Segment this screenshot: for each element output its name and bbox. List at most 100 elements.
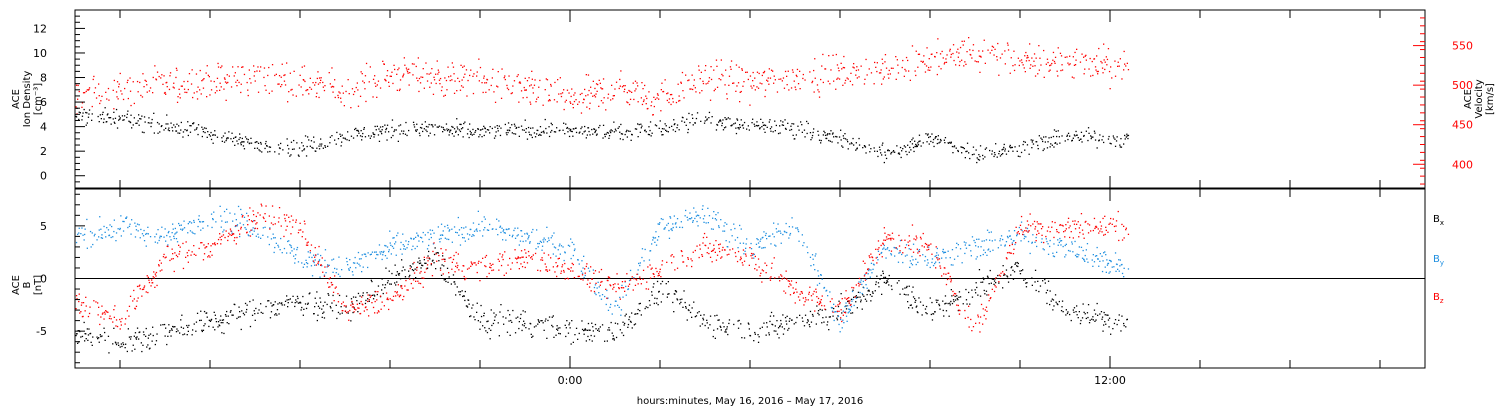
bx-series-point xyxy=(297,302,300,304)
velocity-series-point xyxy=(920,60,922,62)
velocity-series-point xyxy=(278,83,280,85)
velocity-series-point xyxy=(85,90,87,93)
ion-density-series-point xyxy=(901,150,903,152)
velocity-series-point xyxy=(759,82,761,84)
ion-density-series-point xyxy=(692,124,694,126)
by-series-point xyxy=(621,284,623,287)
ion-density-series-point xyxy=(840,129,842,131)
bx-series-point xyxy=(914,298,916,300)
by-series-point xyxy=(935,261,937,263)
by-series-point xyxy=(617,304,619,306)
by-series-point xyxy=(871,272,873,274)
velocity-series-point xyxy=(670,103,672,106)
velocity-series-point xyxy=(642,88,644,90)
ion-density-series-point xyxy=(453,135,455,137)
velocity-series-point xyxy=(944,61,946,64)
bz-series-point xyxy=(416,266,418,268)
velocity-series-point xyxy=(914,70,916,72)
by-series-point xyxy=(134,236,137,238)
ion-density-series-point xyxy=(297,154,300,156)
bz-series-point xyxy=(195,254,197,256)
velocity-series-point xyxy=(225,99,227,101)
bz-series-point xyxy=(206,246,208,248)
bz-series-point xyxy=(161,269,163,271)
ion-density-series-point xyxy=(518,135,520,137)
by-series-point xyxy=(894,247,896,249)
bx-series-point xyxy=(775,330,777,332)
velocity-series-point xyxy=(317,71,319,73)
velocity-series-point xyxy=(878,72,881,74)
ion-density-series-point xyxy=(347,131,349,133)
ion-density-series-point xyxy=(920,145,922,147)
ion-density-series-point xyxy=(1011,146,1013,149)
bx-series-point xyxy=(637,313,639,315)
by-series-point xyxy=(403,245,405,247)
velocity-series-point xyxy=(246,81,248,84)
velocity-series-point xyxy=(330,86,333,88)
bx-series-point xyxy=(317,305,320,307)
by-series-point xyxy=(723,230,726,232)
by-series-point xyxy=(641,248,644,250)
ion-density-series-point xyxy=(915,143,917,146)
ion-density-series-point xyxy=(672,129,674,131)
by-series-point xyxy=(360,258,362,260)
bz-series-point xyxy=(703,232,706,235)
velocity-series-point xyxy=(1106,64,1108,66)
by-series-point xyxy=(369,254,371,256)
bx-series-point xyxy=(728,319,731,321)
velocity-series-point xyxy=(516,75,518,78)
by-series-point xyxy=(720,219,722,221)
velocity-series-point xyxy=(1060,69,1062,72)
ion-density-series-point xyxy=(372,133,375,135)
by-series-point xyxy=(906,254,908,256)
velocity-series-point xyxy=(254,71,256,73)
velocity-series-point xyxy=(612,95,614,97)
bz-series-point xyxy=(607,279,609,282)
bx-series-point xyxy=(850,312,852,314)
by-series-point xyxy=(358,258,361,260)
ion-density-series-point xyxy=(645,131,647,133)
by-series-point xyxy=(310,265,313,267)
velocity-series-point xyxy=(208,76,210,78)
velocity-series-point xyxy=(422,68,424,70)
by-series-point xyxy=(1106,264,1109,266)
bz-series-point xyxy=(259,214,261,216)
ion-density-series-point xyxy=(118,115,120,117)
ion-density-series-point xyxy=(568,135,571,138)
bx-series-point xyxy=(517,316,519,318)
velocity-series-point xyxy=(1095,69,1097,71)
bx-series-point xyxy=(142,344,144,346)
bx-series-point xyxy=(1026,282,1028,284)
by-series-point xyxy=(352,274,354,276)
bx-series-point xyxy=(693,301,695,303)
bx-series-point xyxy=(817,312,819,314)
bx-series-point xyxy=(76,333,78,335)
by-series-point xyxy=(324,259,326,262)
bx-series-point xyxy=(638,303,640,305)
ion-density-series-point xyxy=(250,137,252,139)
bz-series-point xyxy=(589,282,591,284)
by-series-point xyxy=(1127,268,1130,270)
velocity-series-point xyxy=(482,91,484,94)
by-series-point xyxy=(1065,254,1067,256)
by-series-point xyxy=(777,230,780,232)
bx-series-point xyxy=(330,307,332,309)
bx-series-point xyxy=(1094,320,1096,322)
ion-density-series-point xyxy=(757,124,760,127)
bx-series-point xyxy=(816,305,818,307)
bz-series-point xyxy=(207,243,209,245)
by-series-point xyxy=(213,211,215,213)
velocity-series-point xyxy=(449,79,451,82)
by-series-point xyxy=(1047,253,1050,255)
bx-series-point xyxy=(565,327,567,329)
by-series-point xyxy=(451,241,453,243)
by-series-point xyxy=(320,254,322,257)
bx-series-point xyxy=(223,332,225,335)
by-series-point xyxy=(418,240,420,242)
velocity-series-point xyxy=(127,79,129,81)
ion-density-series-point xyxy=(153,132,155,134)
bz-series-point xyxy=(451,261,453,263)
velocity-series-point xyxy=(629,98,632,100)
by-series-point xyxy=(873,264,875,266)
bx-series-point xyxy=(284,300,287,302)
